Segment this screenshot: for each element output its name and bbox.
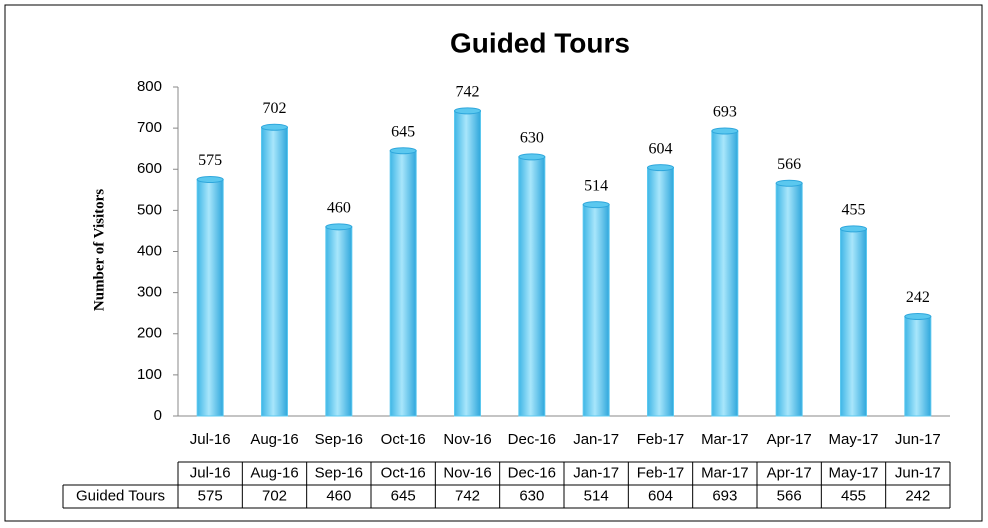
- bar: [454, 110, 481, 417]
- table-cell: 460: [326, 487, 351, 504]
- data-label: 693: [713, 104, 737, 121]
- bar: [196, 179, 224, 417]
- table-header: Sep-16: [315, 464, 363, 481]
- y-tick-label: 800: [137, 78, 162, 95]
- y-tick-label: 100: [137, 366, 162, 383]
- bar: [518, 156, 546, 417]
- bar-top: [196, 176, 224, 184]
- bar: [325, 226, 353, 417]
- y-tick-label: 700: [137, 119, 162, 136]
- bar: [261, 126, 288, 417]
- x-tick-label: Feb-17: [637, 431, 685, 448]
- data-label: 604: [649, 140, 673, 157]
- bar-top: [261, 123, 288, 131]
- table-header: Mar-17: [701, 464, 749, 481]
- bar-top: [711, 127, 739, 135]
- table-cell: 742: [455, 487, 480, 504]
- y-tick-label: 400: [137, 242, 162, 259]
- table-cell: 514: [584, 487, 609, 504]
- bar-top: [775, 179, 803, 187]
- bar: [582, 204, 610, 417]
- table-cell: 702: [262, 487, 287, 504]
- table-cell: 604: [648, 487, 673, 504]
- bar-top: [904, 312, 932, 320]
- data-label: 702: [263, 100, 287, 117]
- data-label: 630: [520, 130, 544, 147]
- data-label: 575: [198, 152, 222, 169]
- data-label: 566: [777, 156, 801, 173]
- bar-top: [840, 225, 867, 233]
- chart-title: Guided Tours: [450, 27, 630, 58]
- table-header: Jun-17: [895, 464, 941, 481]
- data-label: 242: [906, 289, 930, 306]
- table-cell: 575: [198, 487, 223, 504]
- table-header: Apr-17: [767, 464, 812, 481]
- bar-top: [389, 147, 417, 155]
- bar-top: [647, 164, 674, 172]
- x-tick-label: Jun-17: [895, 431, 941, 448]
- table-header: Feb-17: [637, 464, 685, 481]
- x-tick-label: Mar-17: [701, 431, 749, 448]
- y-tick-label: 0: [154, 407, 162, 424]
- table-header: Jan-17: [573, 464, 619, 481]
- table-cell: 693: [712, 487, 737, 504]
- table-header: May-17: [828, 464, 878, 481]
- table-cell: 455: [841, 487, 866, 504]
- y-axis-label: Number of Visitors: [91, 189, 107, 311]
- chart-border: [4, 4, 983, 522]
- x-tick-label: Jan-17: [573, 431, 619, 448]
- x-tick-label: Oct-16: [381, 431, 426, 448]
- data-label: 645: [391, 123, 415, 140]
- table-header: Aug-16: [250, 464, 298, 481]
- table-header: Nov-16: [443, 464, 491, 481]
- x-tick-label: Apr-17: [767, 431, 812, 448]
- x-tick-label: May-17: [828, 431, 878, 448]
- bar: [775, 182, 803, 417]
- bar: [647, 167, 674, 417]
- bar-top: [518, 153, 546, 161]
- table-cell: 630: [519, 487, 544, 504]
- table-header: Oct-16: [381, 464, 426, 481]
- table-cell: 566: [777, 487, 802, 504]
- x-tick-label: Dec-16: [508, 431, 556, 448]
- y-tick-label: 300: [137, 284, 162, 301]
- x-tick-label: Jul-16: [190, 431, 231, 448]
- table-header: Jul-16: [190, 464, 231, 481]
- y-tick-label: 600: [137, 160, 162, 177]
- table-header: Dec-16: [508, 464, 556, 481]
- data-label: 514: [584, 177, 608, 194]
- bar-top: [325, 223, 353, 231]
- y-tick-label: 200: [137, 325, 162, 342]
- table-row-header: Guided Tours: [76, 487, 165, 504]
- bar-top: [582, 201, 610, 209]
- data-label: 460: [327, 199, 351, 216]
- bar: [711, 130, 739, 417]
- bar: [904, 315, 932, 417]
- bar: [840, 228, 867, 417]
- data-label: 742: [456, 84, 480, 101]
- table-cell: 242: [905, 487, 930, 504]
- bar: [389, 150, 417, 417]
- table-cell: 645: [391, 487, 416, 504]
- x-tick-label: Sep-16: [315, 431, 363, 448]
- bar-top: [454, 107, 481, 115]
- x-tick-label: Aug-16: [250, 431, 298, 448]
- x-tick-label: Nov-16: [443, 431, 491, 448]
- data-label: 455: [842, 202, 866, 219]
- y-tick-label: 500: [137, 201, 162, 218]
